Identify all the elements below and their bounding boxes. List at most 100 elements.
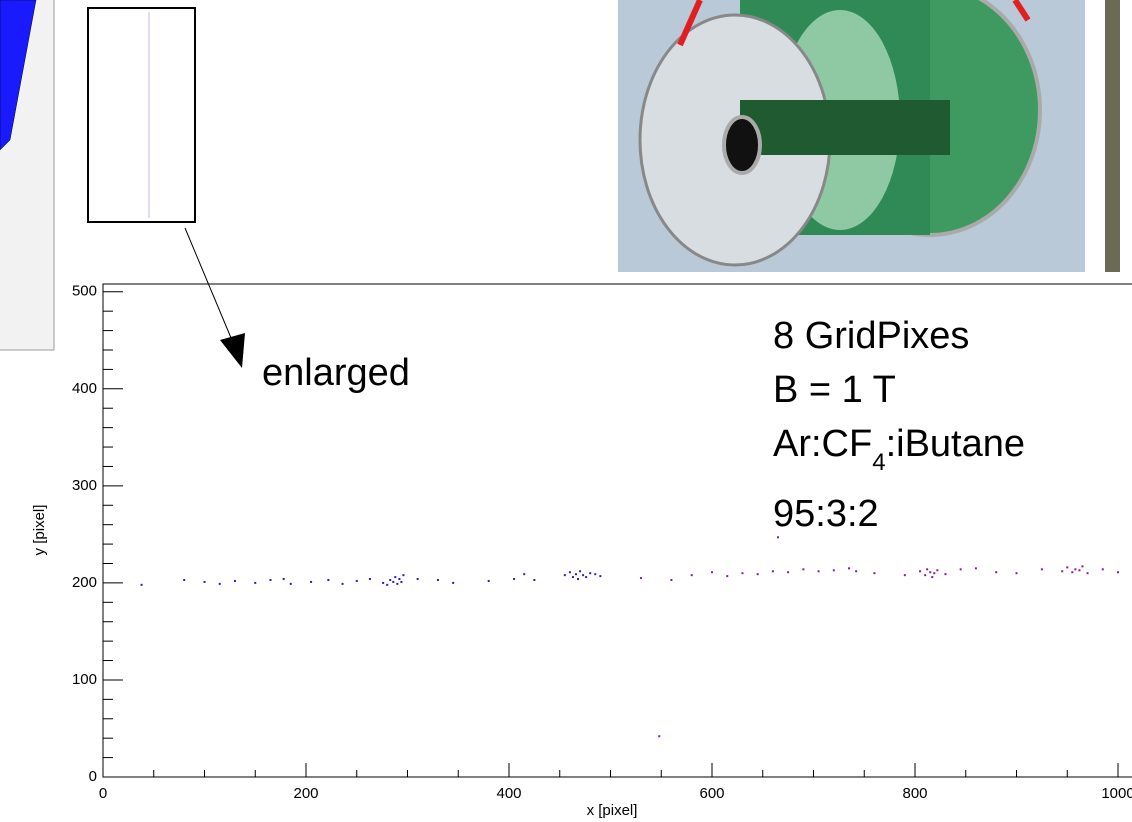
hit-point — [437, 579, 439, 581]
hit-point — [452, 582, 454, 584]
y-axis-label: y [pixel] — [31, 505, 48, 556]
hit-point — [389, 579, 391, 581]
info-line: 8 GridPixes — [773, 315, 969, 357]
hit-point — [658, 735, 660, 737]
hit-point — [569, 571, 571, 573]
hit-point — [926, 568, 928, 570]
hit-point — [931, 576, 933, 578]
hit-point — [204, 581, 206, 583]
hit-point — [183, 579, 185, 581]
hit-point — [1074, 568, 1076, 570]
hit-point — [523, 573, 525, 575]
hit-point — [944, 573, 946, 575]
hit-point — [741, 572, 743, 574]
hit-point — [327, 579, 329, 581]
hit-point — [929, 571, 931, 573]
y-tick-label: 400 — [72, 380, 97, 397]
hit-point — [369, 578, 371, 580]
hit-point — [310, 581, 312, 583]
y-tick-label: 200 — [72, 574, 97, 591]
hit-point — [873, 572, 875, 574]
hit-point — [582, 574, 584, 576]
hit-point — [1066, 566, 1068, 568]
x-tick-label: 800 — [902, 785, 927, 802]
hit-point — [589, 572, 591, 574]
info-text: :iButane — [886, 423, 1025, 465]
hit-point — [579, 570, 581, 572]
info-subscript: 4 — [872, 449, 885, 476]
hit-point — [594, 573, 596, 575]
hit-point — [402, 574, 404, 576]
hit-point — [141, 584, 143, 586]
x-tick-label: 600 — [699, 785, 724, 802]
detector-hole — [724, 117, 760, 173]
hit-point — [787, 571, 789, 573]
arrow-line — [185, 228, 234, 345]
hit-point — [711, 571, 713, 573]
hit-point — [392, 581, 394, 583]
hit-point — [400, 581, 402, 583]
annotation: enlarged — [262, 352, 410, 394]
hit-point — [1081, 565, 1083, 567]
y-tick-label: 500 — [72, 283, 97, 300]
hit-point — [802, 568, 804, 570]
hit-point — [382, 582, 384, 584]
hit-point — [833, 569, 835, 571]
hit-point — [848, 567, 850, 569]
info-text: Ar:CF — [773, 423, 872, 465]
hit-point — [960, 568, 962, 570]
hit-point — [995, 571, 997, 573]
y-tick-label: 0 — [89, 768, 97, 785]
hit-point — [394, 576, 396, 578]
hit-point — [396, 583, 398, 585]
hit-point — [513, 578, 515, 580]
hit-point — [904, 574, 906, 576]
hit-point — [342, 583, 344, 585]
x-tick-label: 0 — [99, 785, 107, 802]
hit-point — [269, 579, 271, 581]
hit-point — [1016, 572, 1018, 574]
hit-point — [234, 580, 236, 582]
hit-point — [818, 570, 820, 572]
hit-point — [640, 577, 642, 579]
hit-point — [1041, 568, 1043, 570]
x-tick-label: 400 — [496, 785, 521, 802]
x-tick-label: 1000 — [1101, 785, 1132, 802]
hit-point — [533, 579, 535, 581]
hit-point — [283, 578, 285, 580]
hit-point — [572, 576, 574, 578]
hit-point — [585, 576, 587, 578]
hit-point — [726, 575, 728, 577]
detector-beampipe — [740, 100, 950, 155]
slide: enlarged 8 GridPixes B = 1 T Ar:CF4:iBut… — [0, 0, 1132, 822]
hit-point — [1061, 570, 1063, 572]
hit-point — [670, 579, 672, 581]
hit-point — [290, 583, 292, 585]
info-line: Ar:CF4:iButane — [773, 423, 1025, 476]
hit-point — [757, 573, 759, 575]
thumbnail — [88, 8, 195, 222]
hit-point — [975, 567, 977, 569]
hit-point — [1071, 571, 1073, 573]
arrow-head — [220, 333, 245, 368]
hit-point — [488, 580, 490, 582]
hit-point — [386, 584, 388, 586]
hit-point — [919, 570, 921, 572]
hit-point — [398, 578, 400, 580]
x-axis-label: x [pixel] — [587, 802, 638, 819]
info-line: 95:3:2 — [773, 493, 879, 535]
hit-point — [575, 573, 577, 575]
hit-point — [1078, 569, 1080, 571]
info-line: B = 1 T — [773, 369, 896, 411]
hit-point — [855, 570, 857, 572]
hit-point — [924, 574, 926, 576]
hit-point — [1117, 571, 1119, 573]
hit-point — [772, 570, 774, 572]
x-tick-label: 200 — [293, 785, 318, 802]
hit-point — [254, 582, 256, 584]
hit-point — [356, 580, 358, 582]
hit-point — [599, 575, 601, 577]
plot-frame — [103, 284, 1132, 777]
hit-point — [933, 572, 935, 574]
hit-point — [564, 574, 566, 576]
